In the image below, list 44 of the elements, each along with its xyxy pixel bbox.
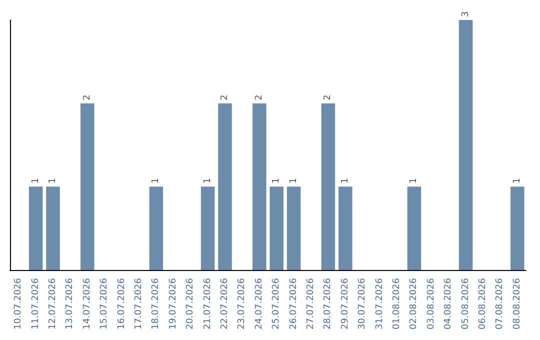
x-tick-label: 11.07.2026 xyxy=(30,278,41,330)
x-tick-label: 25.07.2026 xyxy=(272,278,282,330)
x-tick-label: 30.07.2026 xyxy=(358,278,368,330)
x-tick-label: 08.08.2026 xyxy=(512,278,522,330)
x-tick-label: 10.07.2026 xyxy=(14,278,24,330)
x-tick-label: 31.07.2026 xyxy=(374,278,385,330)
x-tick-label: 01.08.2026 xyxy=(392,278,402,330)
data-label: 2 xyxy=(220,94,230,100)
data-label: 3 xyxy=(460,11,471,17)
x-tick-label: 06.08.2026 xyxy=(478,278,488,330)
x-tick-label: 03.08.2026 xyxy=(426,278,436,330)
x-tick-label: 23.07.2026 xyxy=(237,278,248,330)
x-tick-label: 19.07.2026 xyxy=(168,278,178,330)
data-label: 1 xyxy=(288,178,299,184)
data-label: 1 xyxy=(30,178,41,184)
data-label: 1 xyxy=(202,178,213,184)
x-tick-label: 18.07.2026 xyxy=(151,278,162,330)
x-tick-label: 17.07.2026 xyxy=(134,278,144,330)
x-tick-label: 21.07.2026 xyxy=(202,278,213,330)
x-tick-label: 29.07.2026 xyxy=(340,278,350,330)
x-tick-label: 12.07.2026 xyxy=(48,278,58,330)
x-tick-label: 24.07.2026 xyxy=(254,278,264,330)
x-tick-label: 27.07.2026 xyxy=(306,278,316,330)
data-label: 2 xyxy=(254,94,264,100)
x-tick-label: 14.07.2026 xyxy=(82,278,92,330)
data-label: 1 xyxy=(48,178,58,184)
x-tick-label: 02.08.2026 xyxy=(409,278,420,330)
data-label: 2 xyxy=(323,94,334,100)
data-label: 1 xyxy=(151,178,162,184)
x-tick-label: 13.07.2026 xyxy=(65,278,76,330)
x-tick-label: 28.07.2026 xyxy=(323,278,334,330)
x-tick-label: 16.07.2026 xyxy=(116,278,127,330)
x-tick-label: 07.08.2026 xyxy=(495,278,506,330)
x-tick-label: 20.07.2026 xyxy=(186,278,196,330)
x-tick-label: 26.07.2026 xyxy=(288,278,299,330)
x-tick-label: 04.08.2026 xyxy=(444,278,454,330)
data-label: 1 xyxy=(512,178,522,184)
data-label: 2 xyxy=(82,94,92,100)
x-tick-label: 15.07.2026 xyxy=(100,278,110,330)
data-label: 1 xyxy=(409,178,420,184)
data-label: 1 xyxy=(340,178,350,184)
data-label: 1 xyxy=(272,178,282,184)
x-tick-label: 22.07.2026 xyxy=(220,278,230,330)
x-tick-label: 05.08.2026 xyxy=(460,278,471,330)
